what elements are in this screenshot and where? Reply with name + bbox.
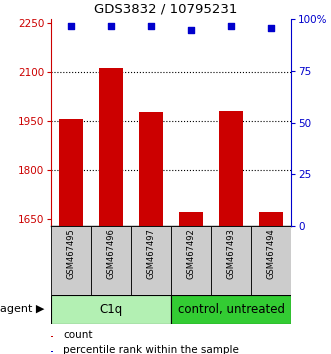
Bar bbox=[99, 68, 123, 226]
Bar bbox=[51, 336, 53, 337]
Bar bbox=[139, 112, 163, 226]
Text: control, untreated: control, untreated bbox=[178, 303, 285, 316]
Bar bbox=[171, 295, 291, 324]
Point bbox=[229, 23, 234, 28]
Bar bbox=[51, 295, 171, 324]
Text: GSM467496: GSM467496 bbox=[107, 228, 116, 279]
Bar bbox=[211, 226, 251, 295]
Bar bbox=[91, 226, 131, 295]
Text: GSM467494: GSM467494 bbox=[267, 228, 276, 279]
Bar bbox=[131, 226, 171, 295]
Point bbox=[189, 27, 194, 33]
Text: C1q: C1q bbox=[100, 303, 123, 316]
Text: count: count bbox=[63, 330, 92, 340]
Text: GSM467492: GSM467492 bbox=[187, 228, 196, 279]
Bar bbox=[51, 351, 53, 353]
Text: agent ▶: agent ▶ bbox=[0, 304, 45, 314]
Bar bbox=[251, 226, 291, 295]
Text: GSM467493: GSM467493 bbox=[227, 228, 236, 279]
Point bbox=[149, 23, 154, 28]
Bar bbox=[59, 119, 83, 226]
Point bbox=[269, 25, 274, 30]
Text: GSM467497: GSM467497 bbox=[147, 228, 156, 279]
Bar bbox=[51, 226, 91, 295]
Bar bbox=[179, 212, 203, 226]
Text: GDS3832 / 10795231: GDS3832 / 10795231 bbox=[94, 3, 237, 16]
Bar bbox=[259, 212, 283, 226]
Point bbox=[69, 23, 74, 28]
Text: percentile rank within the sample: percentile rank within the sample bbox=[63, 346, 239, 354]
Text: GSM467495: GSM467495 bbox=[67, 228, 76, 279]
Point bbox=[109, 23, 114, 28]
Bar bbox=[219, 111, 243, 226]
Bar bbox=[171, 226, 211, 295]
